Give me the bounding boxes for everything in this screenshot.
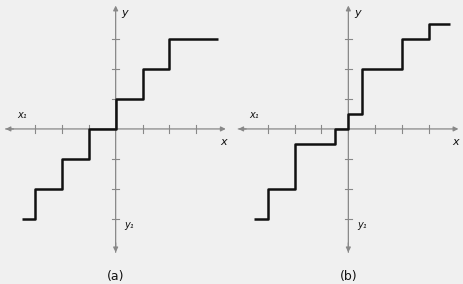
Text: x: x [219,137,226,147]
Text: (a): (a) [106,270,124,283]
Text: y: y [121,8,128,18]
Text: x₁: x₁ [249,110,258,120]
Text: y₁: y₁ [124,220,134,230]
Text: y₁: y₁ [356,220,366,230]
Text: x₁: x₁ [17,110,26,120]
Text: (b): (b) [339,270,357,283]
Text: y: y [354,8,360,18]
Text: x: x [451,137,458,147]
